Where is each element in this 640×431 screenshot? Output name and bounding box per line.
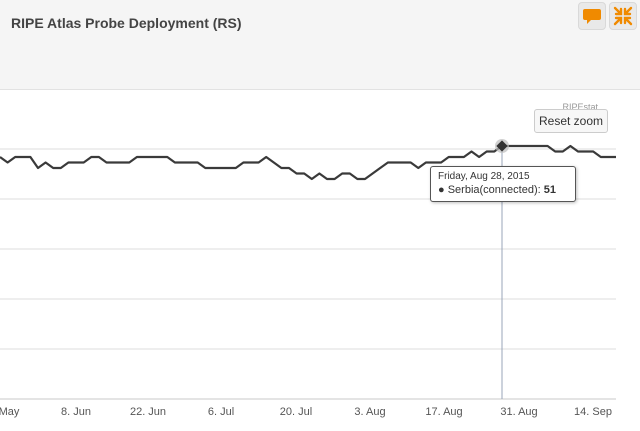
x-tick-label: 17. Aug [425, 406, 462, 418]
speech-bubble-icon [583, 9, 601, 24]
comment-button[interactable] [578, 2, 606, 30]
chart-tooltip: Friday, Aug 28, 2015 ● Serbia(connected)… [430, 166, 576, 202]
x-tick-label: 20. Jul [280, 406, 312, 418]
hover-marker [495, 139, 509, 153]
compress-arrows-icon [613, 6, 633, 26]
tooltip-bullet: ● [438, 184, 445, 196]
gridlines [0, 148, 616, 400]
x-tick-label: 22. Jun [130, 406, 166, 418]
x-tick-label: 3. Aug [354, 406, 385, 418]
tooltip-series-name: Serbia(connected) [447, 184, 538, 196]
x-axis-ticks: May 8. Jun 22. Jun 6. Jul 20. Jul 3. Aug 17. A… [0, 406, 612, 418]
series-line-serbia [0, 144, 616, 181]
reset-zoom-button[interactable]: Reset zoom [534, 109, 608, 133]
x-tick-label: 8. Jun [61, 406, 91, 418]
x-tick-label: 31. Aug [500, 406, 537, 418]
x-tick-label: May [0, 406, 20, 418]
panel-title: RIPE Atlas Probe Deployment (RS) [11, 15, 242, 31]
x-tick-label: 6. Jul [208, 406, 234, 418]
collapse-button[interactable] [609, 2, 637, 30]
panel-header: RIPE Atlas Probe Deployment (RS) [0, 0, 640, 90]
tooltip-value: 51 [543, 184, 556, 196]
tooltip-date: Friday, Aug 28, 2015 [438, 171, 530, 182]
line-chart: May 8. Jun 22. Jun 6. Jul 20. Jul 3. Aug 17. A… [0, 139, 616, 418]
chart-credit[interactable]: RIPEstat [562, 102, 598, 112]
x-tick-label: 14. Sep [574, 406, 612, 418]
tooltip-series-line: ● Serbia(connected): 51 [438, 184, 556, 196]
